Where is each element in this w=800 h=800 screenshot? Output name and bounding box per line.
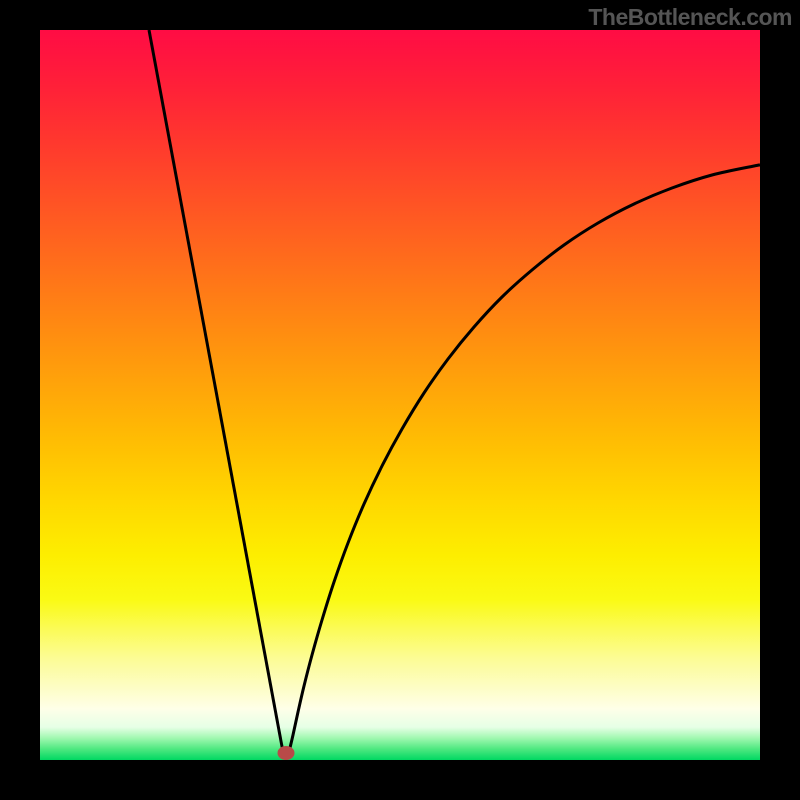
chart-svg bbox=[40, 30, 760, 760]
watermark-text: TheBottleneck.com bbox=[588, 4, 792, 31]
chart-container: TheBottleneck.com bbox=[0, 0, 800, 800]
minimum-marker bbox=[278, 746, 295, 760]
plot-background bbox=[40, 30, 760, 760]
